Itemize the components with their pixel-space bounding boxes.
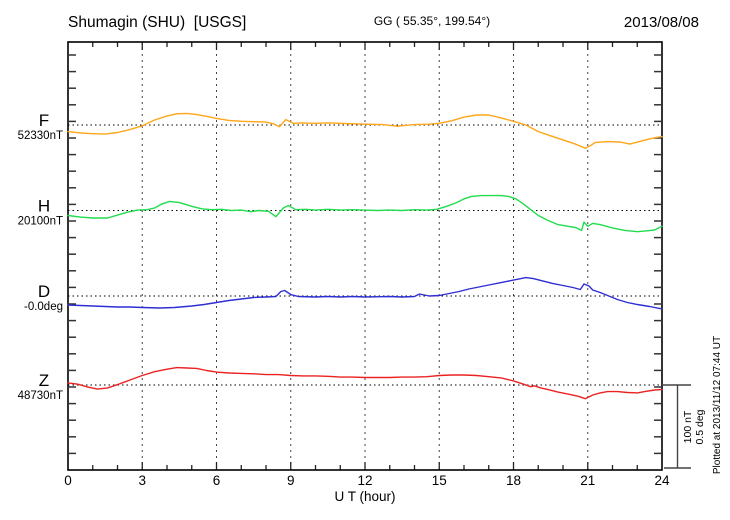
channel-label-D: D — [38, 282, 50, 301]
x-tick-label-12: 12 — [357, 473, 372, 488]
trace-F — [67, 112, 663, 149]
data-traces — [67, 112, 663, 400]
axis-ticks — [69, 42, 661, 470]
station-title: Shumagin (SHU) [USGS] — [68, 14, 246, 31]
channel-label-F: F — [39, 111, 49, 130]
plot-date: 2013/08/08 — [624, 14, 699, 31]
channel-reference-D: -0.0deg — [24, 301, 63, 313]
x-tick-label-24: 24 — [654, 473, 670, 488]
plot-frame — [67, 41, 663, 471]
x-tick-labels: 0 3 6 9 12 15 18 21 24 — [64, 473, 670, 488]
x-tick-label-15: 15 — [432, 473, 447, 488]
x-tick-label-9: 9 — [287, 473, 295, 488]
x-tick-label-18: 18 — [506, 473, 521, 488]
x-axis-label: U T (hour) — [334, 489, 395, 504]
plotted-at-timestamp: Plotted at 2013/11/12 07:44 UT — [712, 336, 723, 474]
geographic-coordinates: GG ( 55.35°, 199.54°) — [374, 14, 490, 28]
channel-label-Z: Z — [39, 371, 49, 390]
channel-reference-H: 20100nT — [18, 216, 63, 228]
scale-bar — [662, 384, 691, 469]
channel-reference-F: 52330nT — [18, 130, 63, 142]
baseline-dotted-lines — [68, 124, 662, 386]
x-tick-label-6: 6 — [213, 473, 221, 488]
channel-reference-Z: 48730nT — [18, 390, 63, 402]
trace-Z — [67, 366, 663, 400]
channel-label-H: H — [38, 197, 50, 216]
scalebar-label-nt: 100 nT — [682, 410, 694, 443]
frame-border — [67, 41, 663, 471]
x-tick-label-21: 21 — [580, 473, 595, 488]
scalebar-label-deg: 0.5 deg — [694, 409, 706, 444]
trace-D — [67, 276, 663, 310]
trace-H — [67, 194, 663, 233]
x-gridlines — [141, 42, 589, 470]
x-tick-label-3: 3 — [138, 473, 146, 488]
x-tick-label-0: 0 — [64, 473, 72, 488]
